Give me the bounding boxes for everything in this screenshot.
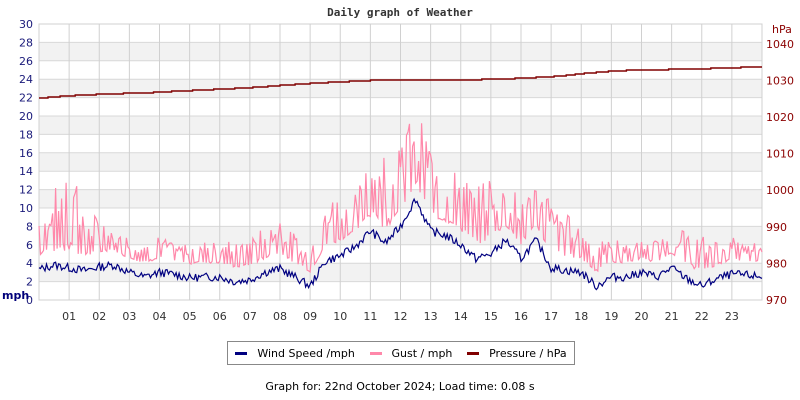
chart-title: Daily graph of Weather bbox=[327, 6, 473, 19]
pressure-swatch-icon bbox=[467, 351, 480, 355]
x-tick: 11 bbox=[363, 310, 377, 323]
x-tick: 15 bbox=[484, 310, 498, 323]
x-tick: 23 bbox=[725, 310, 739, 323]
x-tick: 19 bbox=[604, 310, 618, 323]
legend-item-wind: Wind Speed /mph bbox=[235, 347, 355, 360]
y-axis-unit-left: mph bbox=[2, 289, 29, 302]
x-tick: 18 bbox=[574, 310, 588, 323]
y-tick-left: 24 bbox=[19, 73, 33, 86]
y-tick-left: 12 bbox=[19, 184, 33, 197]
y-tick-left: 4 bbox=[26, 257, 33, 270]
gust-series-line bbox=[38, 123, 763, 273]
y-tick-right: 980 bbox=[766, 257, 787, 270]
y-tick-left: 30 bbox=[19, 18, 33, 31]
x-tick: 14 bbox=[454, 310, 468, 323]
x-tick: 08 bbox=[273, 310, 287, 323]
y-tick-left: 18 bbox=[19, 128, 33, 141]
y-tick-left: 28 bbox=[19, 36, 33, 49]
x-tick: 12 bbox=[394, 310, 408, 323]
y-tick-left: 16 bbox=[19, 147, 33, 160]
legend-item-pressure: Pressure / hPa bbox=[467, 347, 567, 360]
y-tick-right: 1000 bbox=[766, 184, 794, 197]
x-tick: 21 bbox=[665, 310, 679, 323]
x-tick: 22 bbox=[695, 310, 709, 323]
x-tick: 01 bbox=[62, 310, 76, 323]
x-tick: 05 bbox=[183, 310, 197, 323]
x-tick: 07 bbox=[243, 310, 257, 323]
y-tick-right: 1020 bbox=[766, 111, 794, 124]
x-tick: 10 bbox=[333, 310, 347, 323]
legend-label-pressure: Pressure / hPa bbox=[489, 346, 567, 360]
y-tick-left: 20 bbox=[19, 110, 33, 123]
y-tick-left: 10 bbox=[19, 202, 33, 215]
x-tick: 20 bbox=[635, 310, 649, 323]
x-tick: 13 bbox=[424, 310, 438, 323]
x-tick: 04 bbox=[153, 310, 167, 323]
y-tick-left: 14 bbox=[19, 165, 33, 178]
x-tick: 16 bbox=[514, 310, 528, 323]
y-tick-right: 1040 bbox=[766, 38, 794, 51]
legend-label-gust: Gust / mph bbox=[391, 346, 453, 360]
pressure-series-line bbox=[39, 66, 762, 99]
plot-border bbox=[38, 23, 763, 301]
gust-swatch-icon bbox=[369, 351, 382, 355]
legend-label-wind: Wind Speed /mph bbox=[257, 346, 355, 360]
x-tick: 06 bbox=[213, 310, 227, 323]
x-tick: 09 bbox=[303, 310, 317, 323]
y-tick-right: 990 bbox=[766, 221, 787, 234]
y-tick-left: 2 bbox=[26, 276, 33, 289]
y-tick-left: 8 bbox=[26, 220, 33, 233]
wind-swatch-icon bbox=[235, 351, 248, 355]
y-tick-left: 26 bbox=[19, 55, 33, 68]
wind-series-line bbox=[38, 197, 763, 291]
y-tick-left: 0 bbox=[26, 294, 33, 307]
x-tick: 03 bbox=[122, 310, 136, 323]
x-tick: 02 bbox=[92, 310, 106, 323]
y-axis-unit-right: hPa bbox=[772, 23, 792, 36]
y-tick-right: 1030 bbox=[766, 74, 794, 87]
legend-item-gust: Gust / mph bbox=[369, 346, 453, 360]
y-tick-right: 1010 bbox=[766, 148, 794, 161]
chart-legend: Wind Speed /mph Gust / mph Pressure / hP… bbox=[227, 341, 575, 365]
x-tick: 17 bbox=[544, 310, 558, 323]
y-tick-left: 22 bbox=[19, 92, 33, 105]
y-tick-right: 970 bbox=[766, 294, 787, 307]
y-tick-left: 6 bbox=[26, 239, 33, 252]
footer-status: Graph for: 22nd October 2024; Load time:… bbox=[265, 380, 535, 393]
